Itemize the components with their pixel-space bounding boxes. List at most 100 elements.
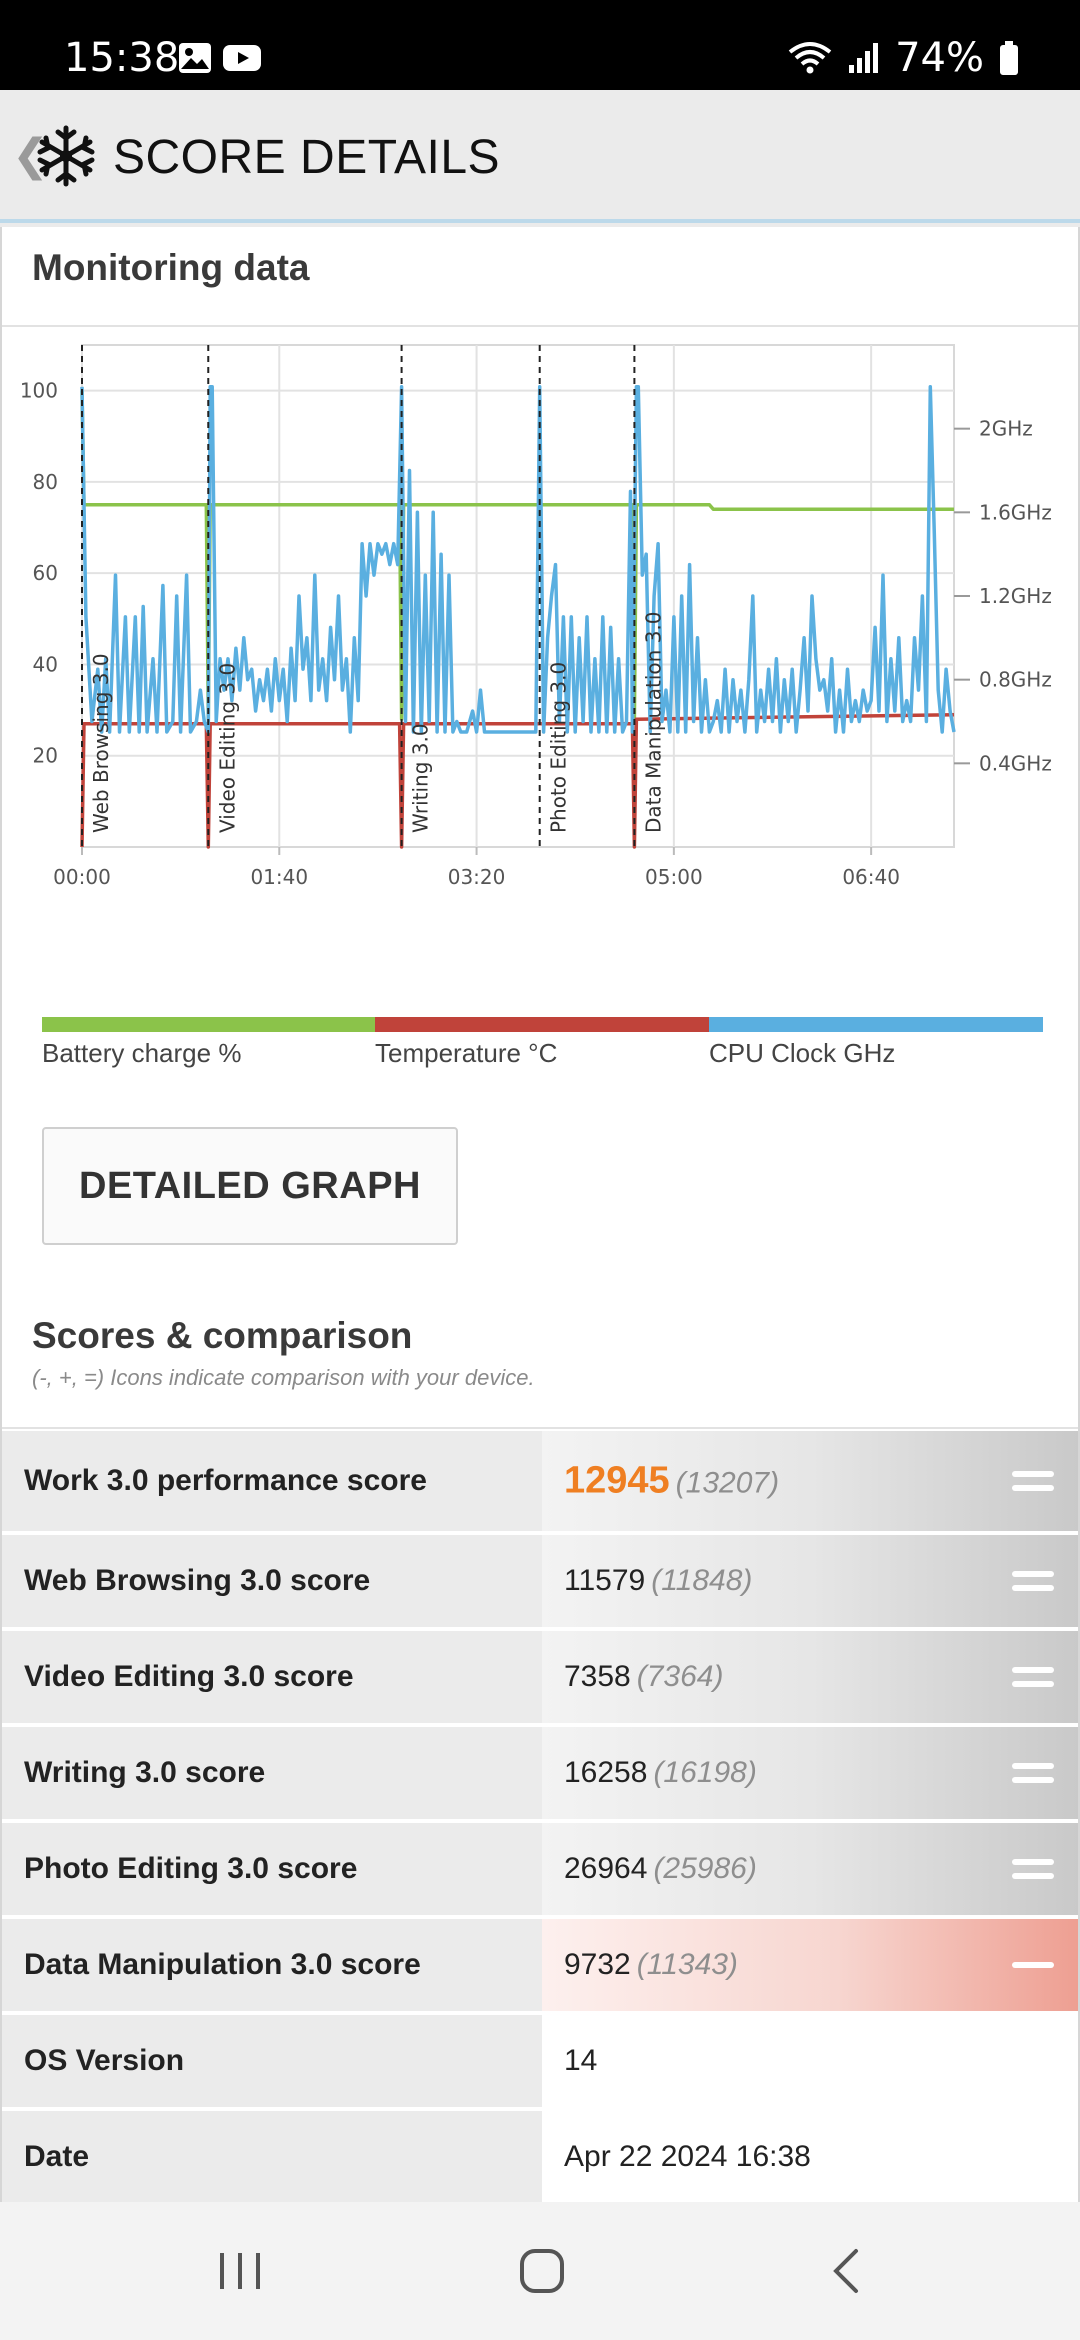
test-marker-label: Web Browsing 3.0 [89,653,113,833]
wifi-icon [788,42,832,74]
score-value: 9732 (11343) [564,1948,738,1982]
score-row-label-cell: OS Version [2,2015,542,2107]
score-name: Data Manipulation 3.0 score [24,1948,421,1981]
score-number: Apr 22 2024 16:38 [564,2140,811,2173]
score-row-label-cell: Video Editing 3.0 score [2,1631,542,1723]
scores-subtitle: (-, +, =) Icons indicate comparison with… [32,1365,535,1390]
score-row: OS Version 14 [2,2015,1078,2111]
icon-bar [1012,1585,1054,1591]
legend-temperature: Temperature °C [375,1017,709,1069]
x-tick-label: 06:40 [842,865,900,889]
score-value: 26964 (25986) [564,1852,757,1886]
score-value: 14 [564,2044,597,2078]
y-tick-label: 60 [33,561,58,585]
icon-bar [1012,1681,1054,1687]
monitoring-chart: 20 40 60 80 100 00:00 01:40 03:20 05:00 06:40 0.4G… [20,344,1052,889]
back-button[interactable] [796,2202,896,2340]
x-tick-label: 05:00 [645,865,703,889]
app-bar: ❮ SCORE DETAILS [0,90,1080,223]
divider [2,1427,1078,1429]
legend-label-battery: Battery charge % [42,1038,242,1068]
status-notification-icons [178,42,262,74]
test-marker-label: Video Editing 3.0 [215,663,239,833]
icon-bar [1012,1777,1054,1783]
score-row-label-cell: Data Manipulation 3.0 score [2,1919,542,2011]
y-tick-label: 80 [33,470,58,494]
score-row: Video Editing 3.0 score 7358 (7364) [2,1631,1078,1727]
score-row-value-cell: 16258 (16198) [542,1727,1078,1819]
recents-button[interactable] [190,2202,290,2340]
page-title: SCORE DETAILS [113,131,501,184]
score-row-value-cell: 12945 (13207) [542,1431,1078,1531]
score-row: Writing 3.0 score 16258 (16198) [2,1727,1078,1823]
monitoring-title: Monitoring data [32,247,310,288]
test-marker-label: Data Manipulation 3.0 [641,611,665,833]
score-row: Web Browsing 3.0 score 11579 (11848) [2,1535,1078,1631]
battery-icon [1000,41,1018,75]
scores-table: Work 3.0 performance score 12945 (13207) We… [2,1431,1078,2207]
recents-icon [220,2253,260,2289]
score-name: Web Browsing 3.0 score [24,1564,371,1597]
score-value: 12945 (13207) [564,1460,779,1503]
icon-bar [1012,1962,1054,1968]
score-comparison: (25986) [653,1852,757,1885]
score-number: 11579 [564,1564,646,1597]
equal-icon [1012,1471,1054,1491]
legend-battery: Battery charge % [42,1017,376,1069]
legend-swatch-cpu [709,1017,1043,1032]
back-icon [833,2249,858,2293]
equal-icon [1012,1859,1054,1879]
score-value: 16258 (16198) [564,1756,757,1790]
score-row-label-cell: Date [2,2111,542,2203]
battery-percent: 74% [895,35,984,81]
right-tick-label: 1.2GHz [979,584,1052,608]
y-tick-label: 100 [20,379,58,403]
right-tick-label: 0.8GHz [979,668,1052,692]
score-name: Work 3.0 performance score [24,1464,427,1497]
right-tick-label: 0.4GHz [979,751,1052,775]
icon-bar [1012,1571,1054,1577]
x-tick-label: 01:40 [250,865,308,889]
detailed-graph-button[interactable]: DETAILED GRAPH [42,1127,458,1245]
score-value: 11579 (11848) [564,1564,752,1598]
equal-icon [1012,1571,1054,1591]
score-comparison: (7364) [636,1660,724,1693]
icon-bar [1012,1859,1054,1865]
legend-label-temperature: Temperature °C [375,1038,558,1068]
score-row-label-cell: Web Browsing 3.0 score [2,1535,542,1627]
score-row: Data Manipulation 3.0 score 9732 (11343) [2,1919,1078,2015]
image-icon [179,43,211,73]
minus-icon [1012,1962,1054,1968]
score-row-value-cell: 9732 (11343) [542,1919,1078,2011]
series-line-2 [80,385,956,734]
score-row-label-cell: Writing 3.0 score [2,1727,542,1819]
score-comparison: (16198) [653,1756,757,1789]
score-row-value-cell: Apr 22 2024 16:38 [542,2111,1078,2203]
score-number: 16258 [564,1756,648,1789]
score-name: OS Version [24,2044,185,2077]
score-comparison: (11343) [636,1948,738,1981]
icon-bar [1012,1873,1054,1879]
status-right: 74% [787,34,1020,82]
y-tick-label: 20 [33,744,58,768]
score-row-label-cell: Work 3.0 performance score [2,1431,542,1531]
navigation-bar [0,2202,1080,2340]
score-row-label-cell: Photo Editing 3.0 score [2,1823,542,1915]
legend-cpu: CPU Clock GHz [709,1017,1043,1069]
plot-area [81,344,955,848]
signal-icon [849,43,879,73]
youtube-icon [223,45,261,71]
icon-bar [1012,1667,1054,1673]
status-bar: 15:38 [0,0,1080,90]
score-number: 14 [564,2044,598,2077]
status-time: 15:38 [64,35,180,81]
home-button[interactable] [492,2202,592,2340]
score-name: Writing 3.0 score [24,1756,266,1789]
score-value: 7358 (7364) [564,1660,723,1694]
score-name: Date [24,2140,90,2173]
scores-title: Scores & comparison [32,1315,413,1356]
y-tick-label: 40 [33,652,58,676]
score-row-value-cell: 14 [542,2015,1078,2107]
legend-swatch-battery [42,1017,376,1032]
